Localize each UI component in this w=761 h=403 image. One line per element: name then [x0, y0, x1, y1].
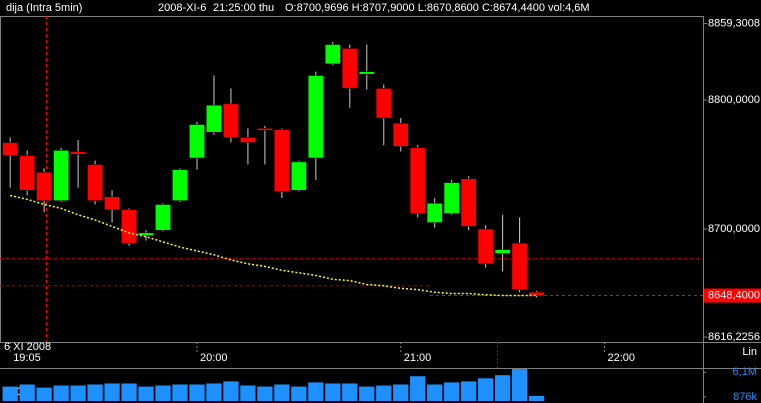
y-tick-label: 8616,2256	[708, 331, 760, 343]
x-axis-date: 6 XI 2008	[4, 341, 51, 353]
candle-body	[392, 122, 409, 147]
candle-body	[206, 104, 222, 133]
volume-bar	[36, 387, 52, 401]
candle-body	[273, 129, 290, 192]
candle-body	[511, 242, 528, 290]
volume-bar	[511, 369, 528, 401]
candle-body	[375, 88, 392, 119]
header-date: 2008-XI-6	[158, 2, 206, 14]
volume-bar	[138, 386, 154, 401]
volume-bar	[444, 382, 460, 401]
header-time: 21:25:00 thu	[213, 2, 274, 14]
candle-body	[240, 137, 256, 143]
candle-body	[223, 103, 239, 138]
volume-bar	[461, 381, 477, 401]
volume-bar	[155, 385, 171, 401]
candle-body	[155, 204, 171, 231]
chart-title: dija (Intra 5min)	[6, 2, 82, 14]
candle-body	[358, 71, 375, 75]
volume-bar	[104, 383, 120, 401]
x-tick-label: 19:05	[13, 352, 41, 364]
y-tick-label: 8800,0000	[708, 94, 760, 106]
scale-label: Lin	[742, 346, 757, 358]
volume-bar	[223, 381, 239, 401]
volume-bar	[393, 384, 409, 401]
volume-bar	[274, 384, 290, 401]
volume-tick-label: 876k	[733, 391, 757, 403]
volume-bar	[19, 384, 35, 401]
volume-bar	[478, 378, 494, 401]
candle-body	[36, 171, 53, 201]
volume-bar	[257, 386, 273, 401]
volume-bar	[325, 383, 341, 401]
candle-body	[257, 128, 273, 131]
x-tick-label: 21:00	[404, 352, 432, 364]
volume-bar	[410, 376, 426, 401]
candle-body	[19, 155, 36, 191]
candle-body	[460, 178, 477, 227]
volume-tick-label: 6,1M	[733, 366, 757, 378]
candle-body	[324, 44, 341, 65]
candle-body	[494, 249, 511, 254]
volume-bar	[70, 385, 86, 401]
volume-bar	[291, 386, 307, 401]
candle-body	[189, 124, 205, 159]
volume-bar	[53, 385, 69, 401]
volume-bar	[427, 384, 443, 401]
x-tick-label: 22:00	[608, 352, 636, 364]
candle-body	[290, 161, 307, 191]
candle-body	[426, 202, 443, 223]
volume-bar	[2, 386, 18, 401]
candle-body	[307, 75, 324, 159]
volume-bar	[206, 383, 222, 401]
volume-bar	[172, 384, 188, 401]
last-price-label: 8648,4000	[708, 289, 760, 301]
volume-bar	[121, 383, 137, 401]
candle-body	[443, 182, 460, 214]
candle-body	[409, 147, 426, 214]
candle-body	[53, 150, 70, 201]
candle-body	[172, 169, 188, 201]
volume-bar	[87, 384, 103, 401]
x-tick-label: 20:00	[200, 352, 228, 364]
volume-bar	[376, 385, 392, 401]
y-tick-label: 8859,3008	[708, 17, 760, 29]
y-tick-label: 8700,0000	[708, 223, 760, 235]
candle-body	[104, 196, 120, 210]
candle-body	[138, 232, 154, 236]
volume-bar	[189, 384, 205, 401]
candle-body	[477, 228, 494, 265]
volume-bar	[308, 382, 324, 401]
volume-bar	[342, 383, 358, 401]
candle-body	[70, 151, 87, 155]
candle-body	[341, 48, 358, 89]
candle-body	[87, 164, 103, 201]
volume-bar	[359, 386, 375, 401]
volume-bar	[240, 385, 256, 401]
candle-body	[2, 142, 19, 156]
volume-bar	[494, 375, 511, 401]
moving-average	[10, 194, 537, 297]
last-price-box	[704, 288, 761, 303]
candle-body	[121, 209, 137, 244]
candle-body	[528, 291, 545, 296]
header-quote: O:8700,9696 H:8707,9000 L:8670,8600 C:86…	[285, 2, 590, 14]
volume-bar	[528, 395, 545, 401]
